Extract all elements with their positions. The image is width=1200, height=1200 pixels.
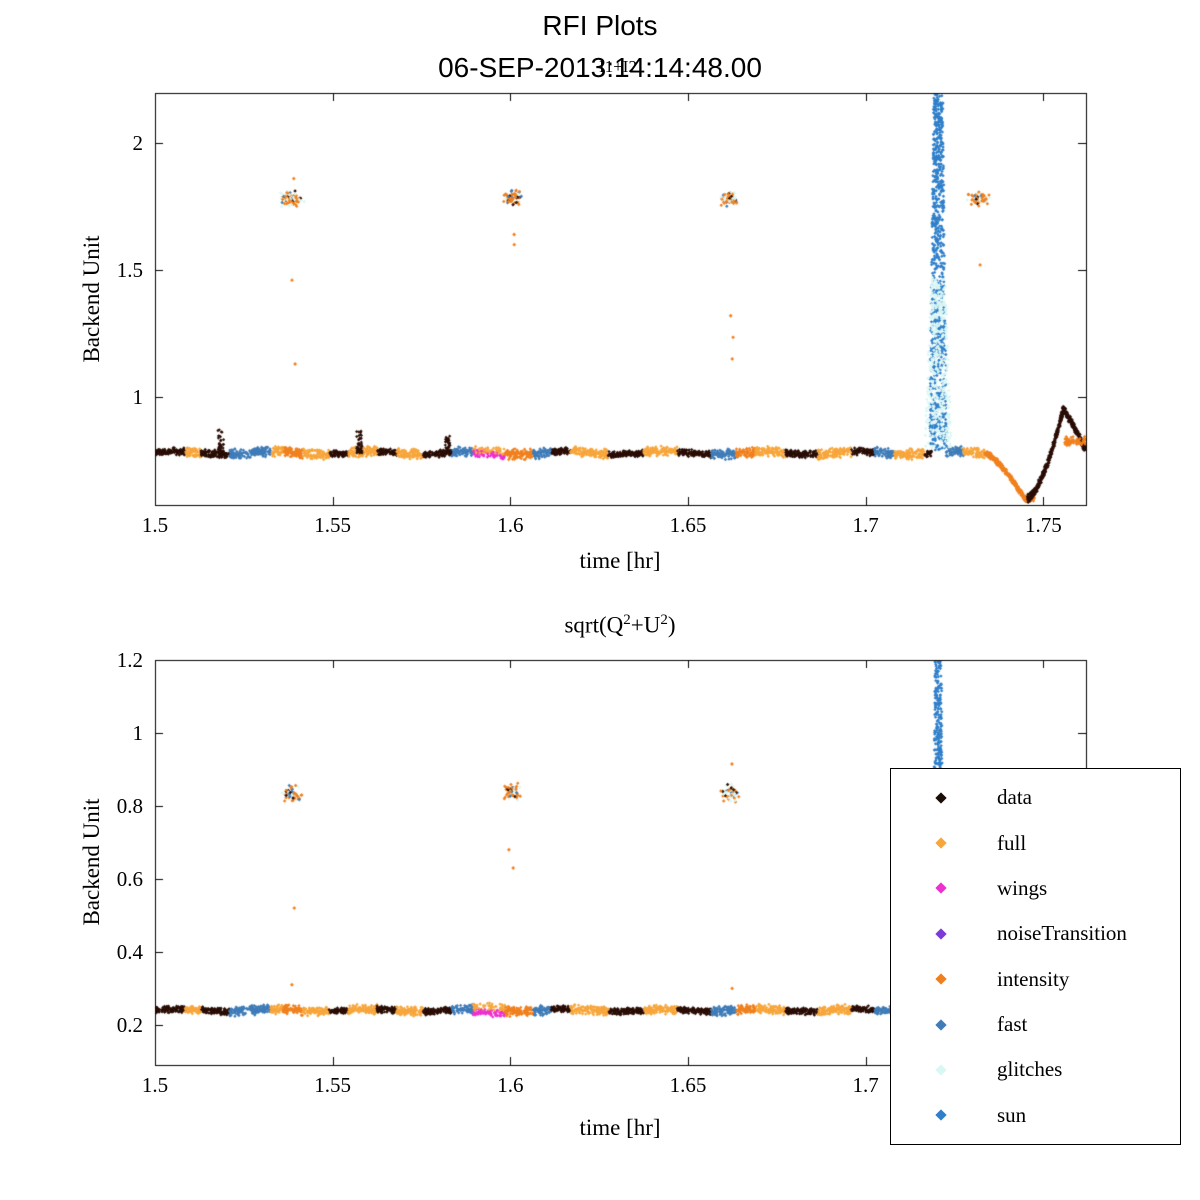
y-tick-label: 2 [132, 131, 144, 156]
legend-label: intensity [997, 966, 1070, 991]
legend-marker-icon [935, 792, 947, 804]
legend-label: fast [997, 1012, 1028, 1037]
legend-marker-icon [935, 973, 947, 985]
legend-label: glitches [997, 1057, 1063, 1082]
legend-item-glitches: glitches [891, 1048, 1180, 1092]
y-tick-label: 0.6 [116, 866, 143, 891]
subplot1-ylabel: Backend Unit [79, 235, 104, 363]
legend-label: full [997, 830, 1027, 855]
x-tick-label: 1.55 [314, 513, 352, 537]
legend-item-intensity: intensity [891, 957, 1180, 1001]
legend-label: sun [997, 1102, 1027, 1127]
legend-marker-icon [935, 837, 947, 849]
x-tick-label: 1.65 [669, 1073, 707, 1097]
y-tick-label: 1 [132, 385, 144, 410]
y-tick-label: 1.2 [116, 648, 143, 672]
x-tick-label: 1.6 [497, 1073, 524, 1097]
x-tick-label: 1.65 [669, 513, 707, 537]
subplot1-xlabel: time [hr] [579, 548, 661, 573]
legend-label: wings [997, 875, 1048, 900]
legend-marker-icon [935, 1064, 947, 1076]
figure-title: RFI Plots [542, 10, 658, 41]
x-tick-label: 1.7 [852, 1073, 879, 1097]
legend-item-full: full [891, 821, 1180, 865]
legend-marker-icon [935, 882, 947, 895]
subplot2-xlabel: time [hr] [579, 1115, 661, 1140]
x-tick-label: 1.6 [497, 513, 524, 537]
subplot1-title: I1+I2 [599, 57, 637, 76]
legend-item-sun: sun [891, 1093, 1180, 1137]
legend-item-wings: wings [891, 866, 1180, 910]
y-tick-label: 1.5 [116, 258, 143, 283]
legend-marker-icon [935, 928, 947, 940]
y-tick-label: 0.2 [116, 1012, 143, 1037]
figure-date: 06-SEP-2013:14:14:48.00 [438, 52, 762, 83]
legend-item-noiseTransition: noiseTransition [891, 912, 1180, 956]
x-tick-label: 1.5 [141, 513, 169, 537]
y-tick-label: 0.4 [116, 939, 143, 964]
legend-item-data: data [891, 776, 1180, 820]
legend-item-fast: fast [891, 1003, 1180, 1047]
legend-label: noiseTransition [997, 921, 1127, 946]
x-tick-label: 1.75 [1024, 513, 1062, 537]
x-tick-label: 1.5 [141, 1073, 169, 1097]
x-tick-label: 1.55 [314, 1073, 352, 1097]
legend-marker-icon [935, 1109, 947, 1121]
x-tick-label: 1.7 [852, 513, 879, 537]
legend: data full wings noiseTransition intensity fas… [890, 768, 1181, 1145]
subplot2-title: sqrt(Q2+U2) [564, 612, 676, 638]
y-tick-label: 1 [132, 720, 144, 745]
legend-label: data [997, 785, 1032, 810]
legend-marker-icon [935, 1018, 947, 1031]
y-tick-label: 0.8 [116, 793, 143, 818]
